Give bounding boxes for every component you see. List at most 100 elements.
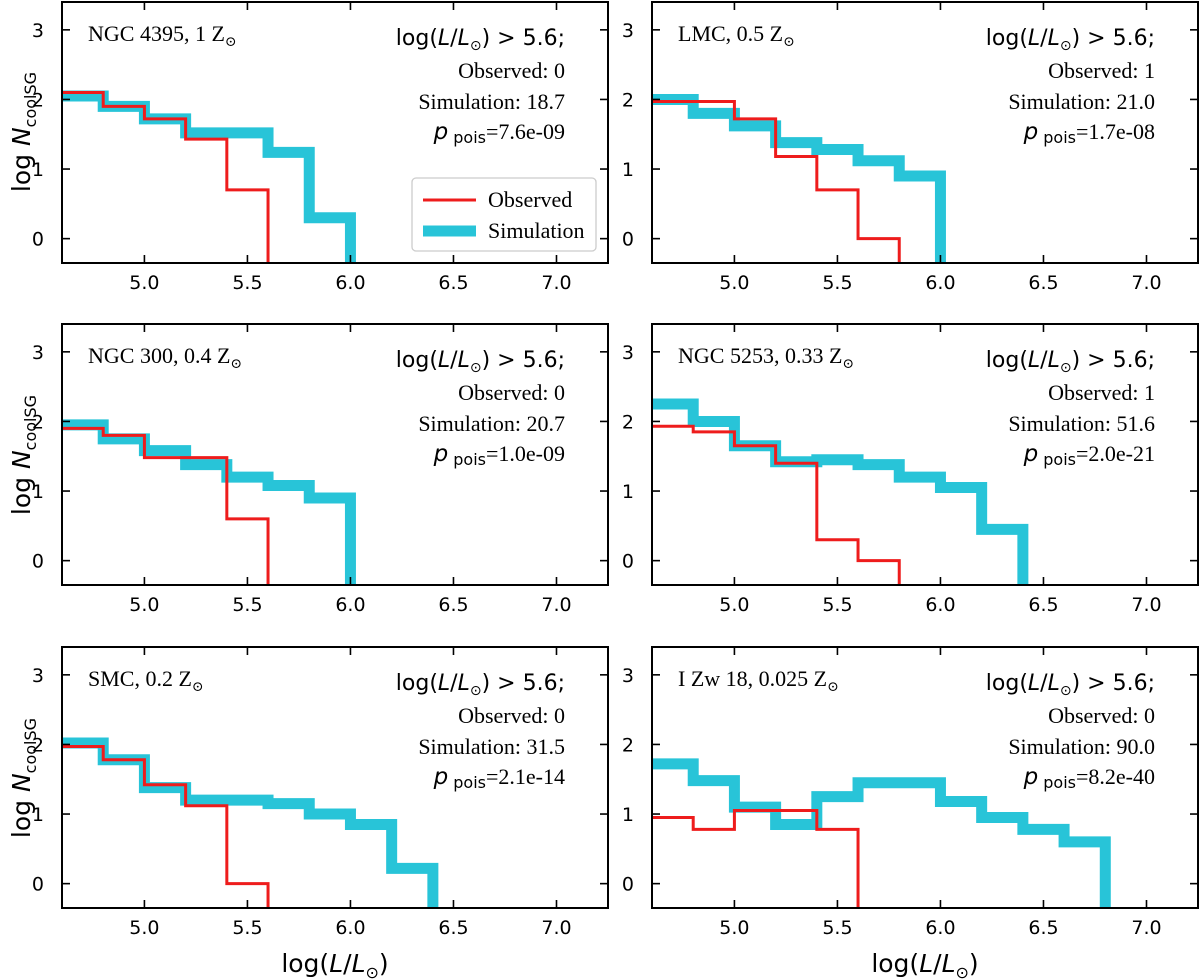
x-tick-label: 5.5: [232, 594, 262, 616]
luminosity-condition: log(L/L⊙) > 5.6;: [396, 671, 565, 699]
observed-count: Observed: 1: [1048, 380, 1155, 405]
x-tick-label: 7.0: [1131, 594, 1161, 616]
plot-frame: [651, 323, 1199, 586]
luminosity-condition: log(L/L⊙) > 5.6;: [986, 348, 1155, 376]
x-tick-label: 6.0: [925, 272, 955, 294]
legend-label: Observed: [488, 187, 572, 212]
panel-label: NGC 4395, 1 Z⊙: [88, 21, 237, 50]
plot-frame: [651, 1, 1199, 264]
observed-step-line: [62, 90, 270, 263]
luminosity-condition: log(L/L⊙) > 5.6;: [396, 348, 565, 376]
x-tick-label: 6.5: [1028, 272, 1058, 294]
y-tick-label: 3: [32, 342, 44, 364]
y-tick-label: 1: [622, 159, 634, 181]
y-tick-label: 2: [32, 411, 44, 433]
panel-3: 5.0 5.5 6.0 6.5 7.0 0 1 2 3 NGC 300, 0.4 Z⊙ log(L/…: [32, 323, 609, 616]
poisson-probability: p pois=1.0e-09: [433, 441, 565, 469]
simulation-step-line: [62, 737, 439, 908]
simulation-count: Simulation: 20.7: [418, 411, 565, 436]
y-tick-label: 3: [32, 665, 44, 687]
observed-step-line: [652, 100, 901, 263]
poisson-probability: p pois=8.2e-40: [1023, 764, 1155, 792]
simulation-step-line: [62, 419, 356, 585]
observed-count: Observed: 1: [1048, 58, 1155, 83]
poisson-probability: p pois=2.0e-21: [1023, 441, 1155, 469]
x-tick-label: 7.0: [541, 594, 571, 616]
simulation-count: Simulation: 90.0: [1008, 734, 1155, 759]
observed-step-line: [62, 745, 270, 908]
x-tick-label: 5.0: [129, 594, 159, 616]
simulation-step-line: [652, 93, 946, 263]
luminosity-condition: log(L/L⊙) > 5.6;: [396, 26, 565, 54]
x-tick-label: 5.5: [232, 272, 262, 294]
simulation-count: Simulation: 18.7: [418, 89, 565, 114]
y-tick-label: 0: [32, 229, 44, 251]
simulation-step-line: [62, 90, 356, 263]
plot-frame: [651, 646, 1199, 909]
y-tick-label: 1: [622, 804, 634, 826]
simulation-count: Simulation: 51.6: [1008, 411, 1155, 436]
y-tick-label: 1: [32, 159, 44, 181]
x-axis-label: log(L/L⊙): [871, 949, 978, 979]
panel-label: I Zw 18, 0.025 Z⊙: [678, 666, 839, 695]
x-tick-label: 5.0: [719, 594, 749, 616]
y-tick-label: 2: [622, 89, 634, 111]
x-tick-label: 5.5: [822, 272, 852, 294]
x-tick-label: 7.0: [541, 917, 571, 939]
observed-step-line: [62, 426, 270, 585]
panel-label: LMC, 0.5 Z⊙: [678, 21, 795, 50]
panel-6: 5.0 5.5 6.0 6.5 7.0 0 1 2 3 I Zw 18, 0.025 Z⊙ log(…: [622, 646, 1199, 939]
y-axis-label: log NcoolSG: [7, 72, 40, 192]
x-tick-label: 6.0: [335, 594, 365, 616]
x-tick-label: 6.0: [925, 594, 955, 616]
y-tick-label: 3: [32, 20, 44, 42]
legend-label: Simulation: [488, 218, 585, 243]
y-tick-label: 3: [622, 20, 634, 42]
sun-symbol: ⊙: [783, 35, 795, 50]
y-tick-label: 0: [32, 551, 44, 573]
poisson-probability: p pois=7.6e-09: [433, 119, 565, 147]
y-tick-label: 3: [622, 665, 634, 687]
panel-1: 5.0 5.5 6.0 6.5 7.0 0 1 2 3 NGC 4395, 1 Z⊙ log(L/L…: [32, 1, 609, 294]
observed-count: Observed: 0: [1048, 703, 1155, 728]
panel-4: 5.0 5.5 6.0 6.5 7.0 0 1 2 3 NGC 5253, 0.33 Z⊙ log(…: [622, 323, 1199, 616]
x-tick-label: 5.5: [822, 917, 852, 939]
plot-frame: [61, 646, 609, 909]
y-tick-label: 0: [622, 229, 634, 251]
x-tick-label: 6.5: [438, 917, 468, 939]
x-tick-label: 7.0: [541, 272, 571, 294]
x-tick-label: 7.0: [1131, 917, 1161, 939]
y-tick-label: 0: [622, 551, 634, 573]
y-axis-label: log NcoolSG: [7, 718, 40, 838]
panel-2: 5.0 5.5 6.0 6.5 7.0 0 1 2 3 LMC, 0.5 Z⊙ log(L/L⊙) …: [622, 1, 1199, 294]
simulation-step-line: [652, 758, 1111, 908]
x-tick-label: 5.0: [719, 917, 749, 939]
luminosity-condition: log(L/L⊙) > 5.6;: [986, 26, 1155, 54]
sun-symbol: ⊙: [225, 35, 237, 50]
x-tick-label: 7.0: [1131, 272, 1161, 294]
x-tick-label: 5.5: [232, 917, 262, 939]
y-tick-label: 1: [32, 804, 44, 826]
sun-symbol: ⊙: [192, 680, 204, 695]
y-tick-label: 2: [32, 89, 44, 111]
y-tick-label: 0: [622, 874, 634, 896]
x-tick-label: 6.0: [925, 917, 955, 939]
y-tick-label: 2: [622, 411, 634, 433]
sun-symbol: ⊙: [827, 680, 839, 695]
observed-count: Observed: 0: [458, 703, 565, 728]
y-tick-label: 3: [622, 342, 634, 364]
x-tick-label: 6.0: [335, 272, 365, 294]
x-tick-label: 5.0: [719, 272, 749, 294]
panel-5: 5.0 5.5 6.0 6.5 7.0 0 1 2 3 SMC, 0.2 Z⊙ log(L/L⊙) …: [32, 646, 609, 939]
y-tick-label: 2: [32, 734, 44, 756]
y-tick-label: 1: [32, 481, 44, 503]
panel-label: NGC 5253, 0.33 Z⊙: [678, 343, 854, 372]
sun-symbol: ⊙: [230, 357, 242, 372]
y-tick-label: 0: [32, 874, 44, 896]
legend: Observed Simulation: [411, 177, 597, 252]
x-tick-label: 5.0: [129, 272, 159, 294]
y-tick-label: 2: [622, 734, 634, 756]
x-tick-label: 6.5: [1028, 917, 1058, 939]
observed-step-line: [652, 809, 860, 908]
